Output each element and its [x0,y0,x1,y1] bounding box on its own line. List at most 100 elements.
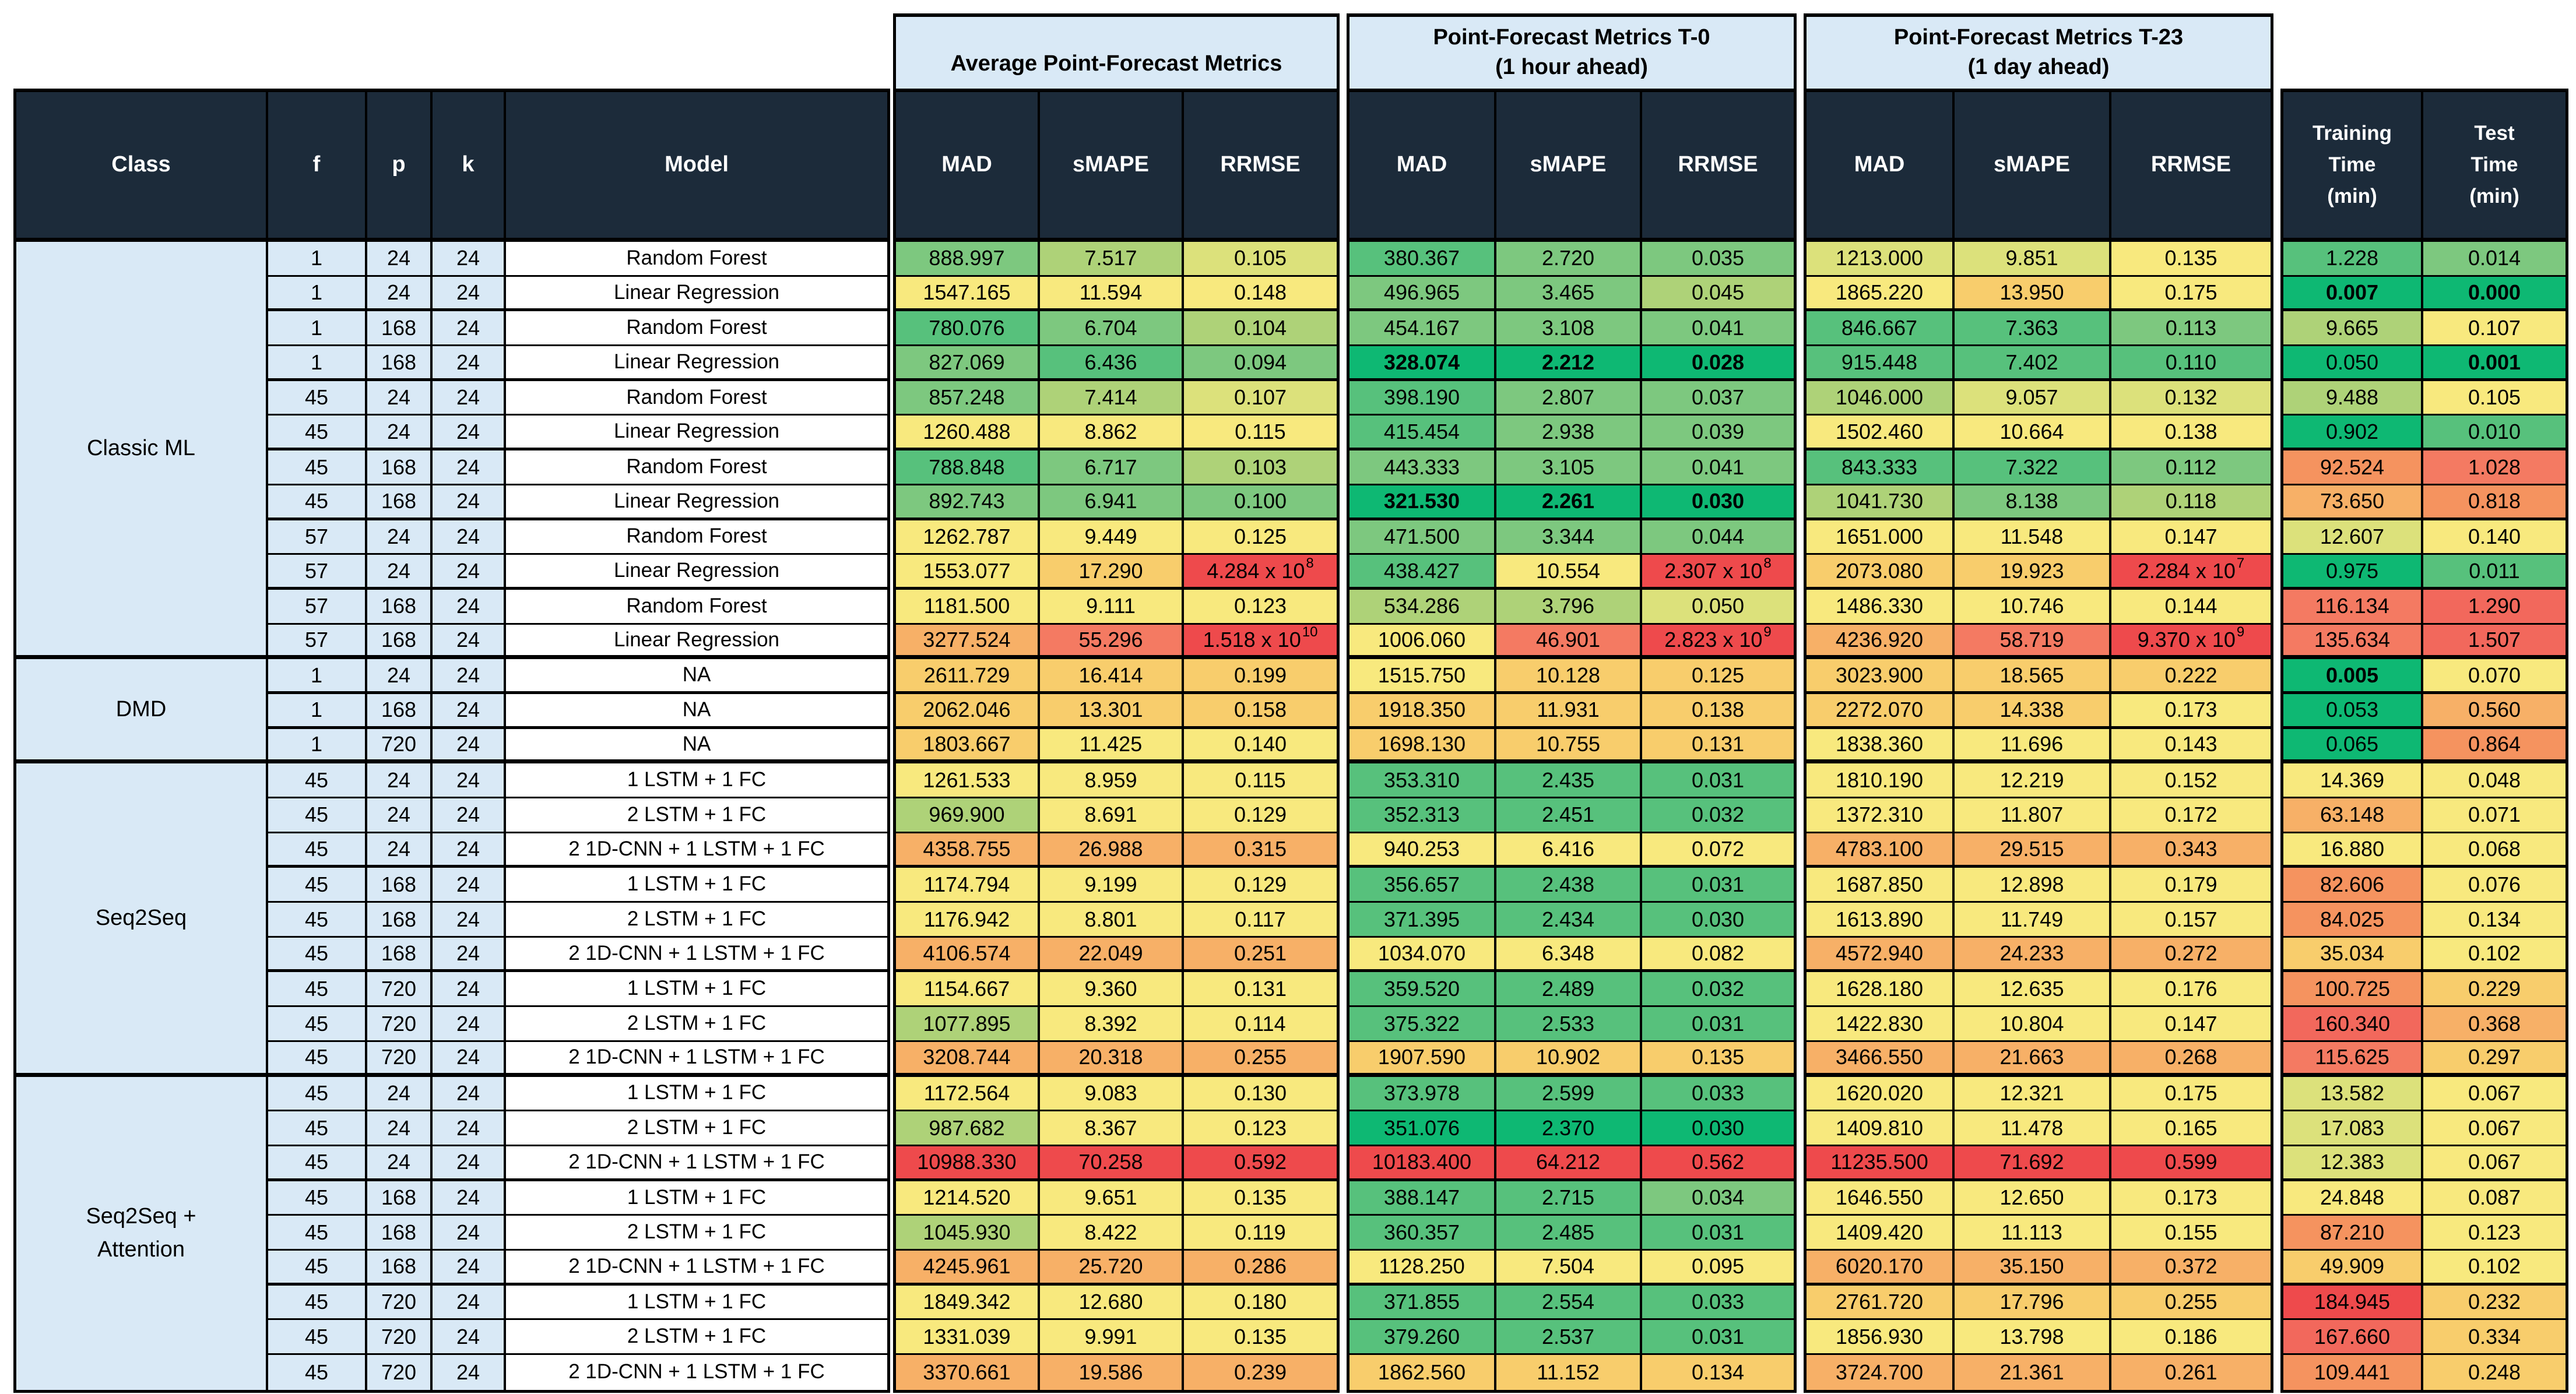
cell-t23-rrmse: 0.179 [2111,868,2271,903]
cell-t0-rrmse: 0.131 [1642,728,1794,764]
cell-avg-rrmse: 0.592 [1184,1146,1337,1181]
cell-t23-mad: 4783.100 [1807,833,1955,868]
row-model-name: 1 LSTM + 1 FC [506,1181,887,1216]
cell-t0-rrmse: 0.562 [1642,1146,1794,1181]
cell-avg-rrmse: 0.094 [1184,346,1337,381]
row-p-value: 168 [367,311,433,347]
cell-avg-smape: 8.422 [1040,1216,1184,1251]
cell-t23-mad: 4572.940 [1807,937,1955,973]
row-f-value: 45 [268,937,367,973]
row-p-value: 168 [367,1181,433,1216]
t0-metrics-block: Point-Forecast Metrics T-0 (1 hour ahead)… [1347,13,1797,1393]
cell-t0-mad: 1515.750 [1349,659,1496,694]
cell-test-time: 0.076 [2423,868,2566,903]
cell-t23-smape: 24.233 [1955,937,2111,973]
row-k-value: 24 [433,728,506,764]
column-header-t0-mad: MAD [1349,92,1496,242]
row-p-value: 720 [367,728,433,764]
cell-t0-smape: 3.465 [1496,276,1642,312]
row-p-value: 24 [367,659,433,694]
cell-t0-smape: 3.344 [1496,520,1642,555]
row-p-value: 720 [367,1007,433,1042]
column-header-t23-rrmse: RRMSE [2111,92,2271,242]
cell-test-time: 0.067 [2423,1111,2566,1146]
cell-avg-mad: 4245.961 [896,1250,1040,1286]
row-f-value: 45 [268,450,367,485]
cell-avg-rrmse: 0.148 [1184,276,1337,312]
row-f-value: 1 [268,276,367,312]
cell-training-time: 135.634 [2283,624,2423,660]
cell-t23-rrmse: 9.370 x 10 9 [2111,624,2271,660]
cell-t0-smape: 10.128 [1496,659,1642,694]
cell-avg-mad: 3370.661 [896,1355,1040,1390]
cell-t0-rrmse: 0.031 [1642,1216,1794,1251]
row-p-value: 168 [367,937,433,973]
cell-training-time: 1.228 [2283,242,2423,277]
cell-avg-rrmse: 0.115 [1184,763,1337,798]
cell-avg-mad: 1803.667 [896,728,1040,764]
row-k-value: 24 [433,242,506,277]
cell-t23-smape: 11.478 [1955,1111,2111,1146]
cell-t0-rrmse: 0.082 [1642,937,1794,973]
cell-avg-mad: 2611.729 [896,659,1040,694]
cell-t0-smape: 3.108 [1496,311,1642,347]
row-f-value: 57 [268,589,367,625]
column-header-t23-smape: sMAPE [1955,92,2111,242]
cell-t0-rrmse: 0.037 [1642,381,1794,416]
cell-t23-mad: 915.448 [1807,346,1955,381]
row-f-value: 45 [268,1355,367,1390]
cell-t23-smape: 11.696 [1955,728,2111,764]
class-group-cell: Seq2Seq [16,763,268,1077]
row-k-value: 24 [433,1076,506,1112]
cell-avg-smape: 9.449 [1040,520,1184,555]
row-p-value: 168 [367,1250,433,1286]
row-k-value: 24 [433,694,506,729]
cell-avg-rrmse: 0.199 [1184,659,1337,694]
row-model-name: Linear Regression [506,555,887,590]
cell-t23-mad: 3023.900 [1807,659,1955,694]
cell-test-time: 0.068 [2423,833,2566,868]
cell-t0-rrmse: 0.030 [1642,485,1794,520]
row-f-value: 45 [268,1146,367,1181]
cell-avg-mad: 1261.533 [896,763,1040,798]
cell-avg-smape: 7.414 [1040,381,1184,416]
cell-t0-smape: 64.212 [1496,1146,1642,1181]
cell-t23-rrmse: 0.175 [2111,276,2271,312]
cell-t23-smape: 7.322 [1955,450,2111,485]
cell-t23-rrmse: 0.132 [2111,381,2271,416]
cell-t0-mad: 534.286 [1349,589,1496,625]
cell-t23-mad: 846.667 [1807,311,1955,347]
row-model-name: Linear Regression [506,624,887,660]
cell-avg-smape: 6.704 [1040,311,1184,347]
cell-training-time: 24.848 [2283,1181,2423,1216]
row-p-value: 24 [367,1076,433,1112]
cell-t0-rrmse: 0.031 [1642,763,1794,798]
label-line: Point-Forecast Metrics T-23 [1893,25,2184,50]
cell-test-time: 0.107 [2423,311,2566,347]
cell-avg-mad: 1172.564 [896,1076,1040,1112]
cell-avg-smape: 8.959 [1040,763,1184,798]
cell-avg-mad: 1849.342 [896,1285,1040,1321]
cell-t0-smape: 6.416 [1496,833,1642,868]
cell-avg-rrmse: 0.125 [1184,520,1337,555]
cell-t23-rrmse: 0.261 [2111,1355,2271,1390]
cell-avg-smape: 12.680 [1040,1285,1184,1321]
cell-t0-smape: 2.554 [1496,1285,1642,1321]
row-p-value: 24 [367,1146,433,1181]
cell-avg-rrmse: 0.180 [1184,1285,1337,1321]
row-f-value: 1 [268,242,367,277]
label-line: Test [2474,121,2515,145]
cell-test-time: 0.105 [2423,381,2566,416]
cell-test-time: 0.102 [2423,1250,2566,1286]
row-f-value: 45 [268,416,367,451]
cell-t0-smape: 7.504 [1496,1250,1642,1286]
row-f-value: 45 [268,833,367,868]
cell-t23-smape: 10.746 [1955,589,2111,625]
cell-avg-rrmse: 0.117 [1184,903,1337,938]
cell-avg-smape: 13.301 [1040,694,1184,729]
column-header-avg-mad: MAD [896,92,1040,242]
cell-t23-smape: 12.650 [1955,1181,2111,1216]
cell-t0-mad: 398.190 [1349,381,1496,416]
cell-t0-mad: 1862.560 [1349,1355,1496,1390]
row-k-value: 24 [433,416,506,451]
